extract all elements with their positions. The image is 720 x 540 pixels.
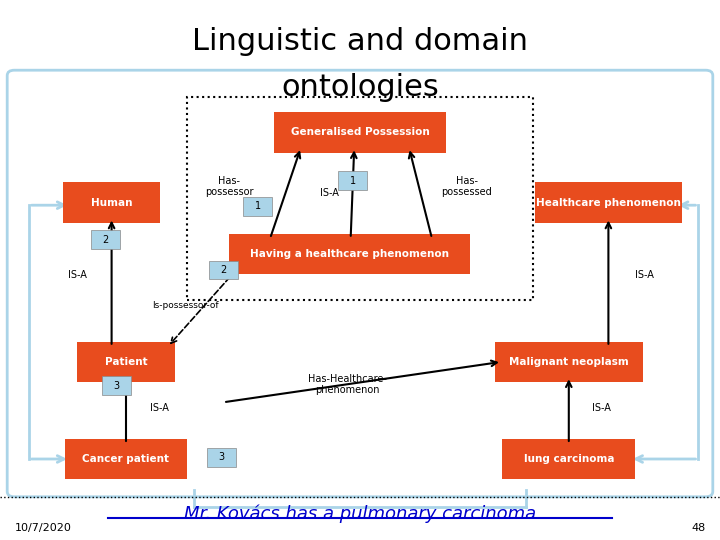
Text: IS-A: IS-A <box>68 271 86 280</box>
Text: 10/7/2020: 10/7/2020 <box>14 523 71 533</box>
Text: 1: 1 <box>255 201 261 211</box>
FancyBboxPatch shape <box>274 112 446 152</box>
Text: Has-Healthcare-
phenomenon: Has-Healthcare- phenomenon <box>307 374 387 395</box>
FancyBboxPatch shape <box>65 438 187 480</box>
Text: IS-A: IS-A <box>635 271 654 280</box>
FancyBboxPatch shape <box>229 233 470 274</box>
FancyBboxPatch shape <box>91 230 120 249</box>
FancyBboxPatch shape <box>338 171 367 190</box>
Text: ontologies: ontologies <box>281 73 439 102</box>
Text: 3: 3 <box>219 453 225 462</box>
FancyBboxPatch shape <box>495 342 643 382</box>
FancyBboxPatch shape <box>63 183 161 222</box>
FancyBboxPatch shape <box>243 197 272 215</box>
Text: Malignant neoplasm: Malignant neoplasm <box>509 357 629 367</box>
Text: lung carcinoma: lung carcinoma <box>523 454 614 464</box>
Text: 3: 3 <box>114 381 120 390</box>
Text: IS-A: IS-A <box>320 188 338 198</box>
FancyBboxPatch shape <box>78 342 174 382</box>
Text: Patient: Patient <box>104 357 148 367</box>
Text: Linguistic and domain: Linguistic and domain <box>192 27 528 56</box>
FancyBboxPatch shape <box>209 261 238 280</box>
Text: 1: 1 <box>350 176 356 186</box>
Text: Has-
possessor: Has- possessor <box>204 176 253 197</box>
Text: Has-
possessed: Has- possessed <box>441 176 492 197</box>
Text: IS-A: IS-A <box>593 403 611 413</box>
Text: Human: Human <box>91 198 132 207</box>
Text: Generalised Possession: Generalised Possession <box>291 127 429 137</box>
FancyBboxPatch shape <box>534 183 682 222</box>
FancyBboxPatch shape <box>102 376 131 395</box>
Text: IS-A: IS-A <box>150 403 169 413</box>
Text: 2: 2 <box>103 235 109 245</box>
Text: Cancer patient: Cancer patient <box>83 454 169 464</box>
Text: 2: 2 <box>220 265 226 275</box>
Text: Mr. Kovács has a pulmonary carcinoma: Mr. Kovács has a pulmonary carcinoma <box>184 505 536 523</box>
Text: Healthcare phenomenon: Healthcare phenomenon <box>536 198 681 207</box>
Text: 48: 48 <box>691 523 706 533</box>
Text: Having a healthcare phenomenon: Having a healthcare phenomenon <box>250 249 449 259</box>
FancyBboxPatch shape <box>503 438 636 480</box>
Text: Is-possessor-of: Is-possessor-of <box>153 301 219 309</box>
FancyBboxPatch shape <box>207 448 236 467</box>
